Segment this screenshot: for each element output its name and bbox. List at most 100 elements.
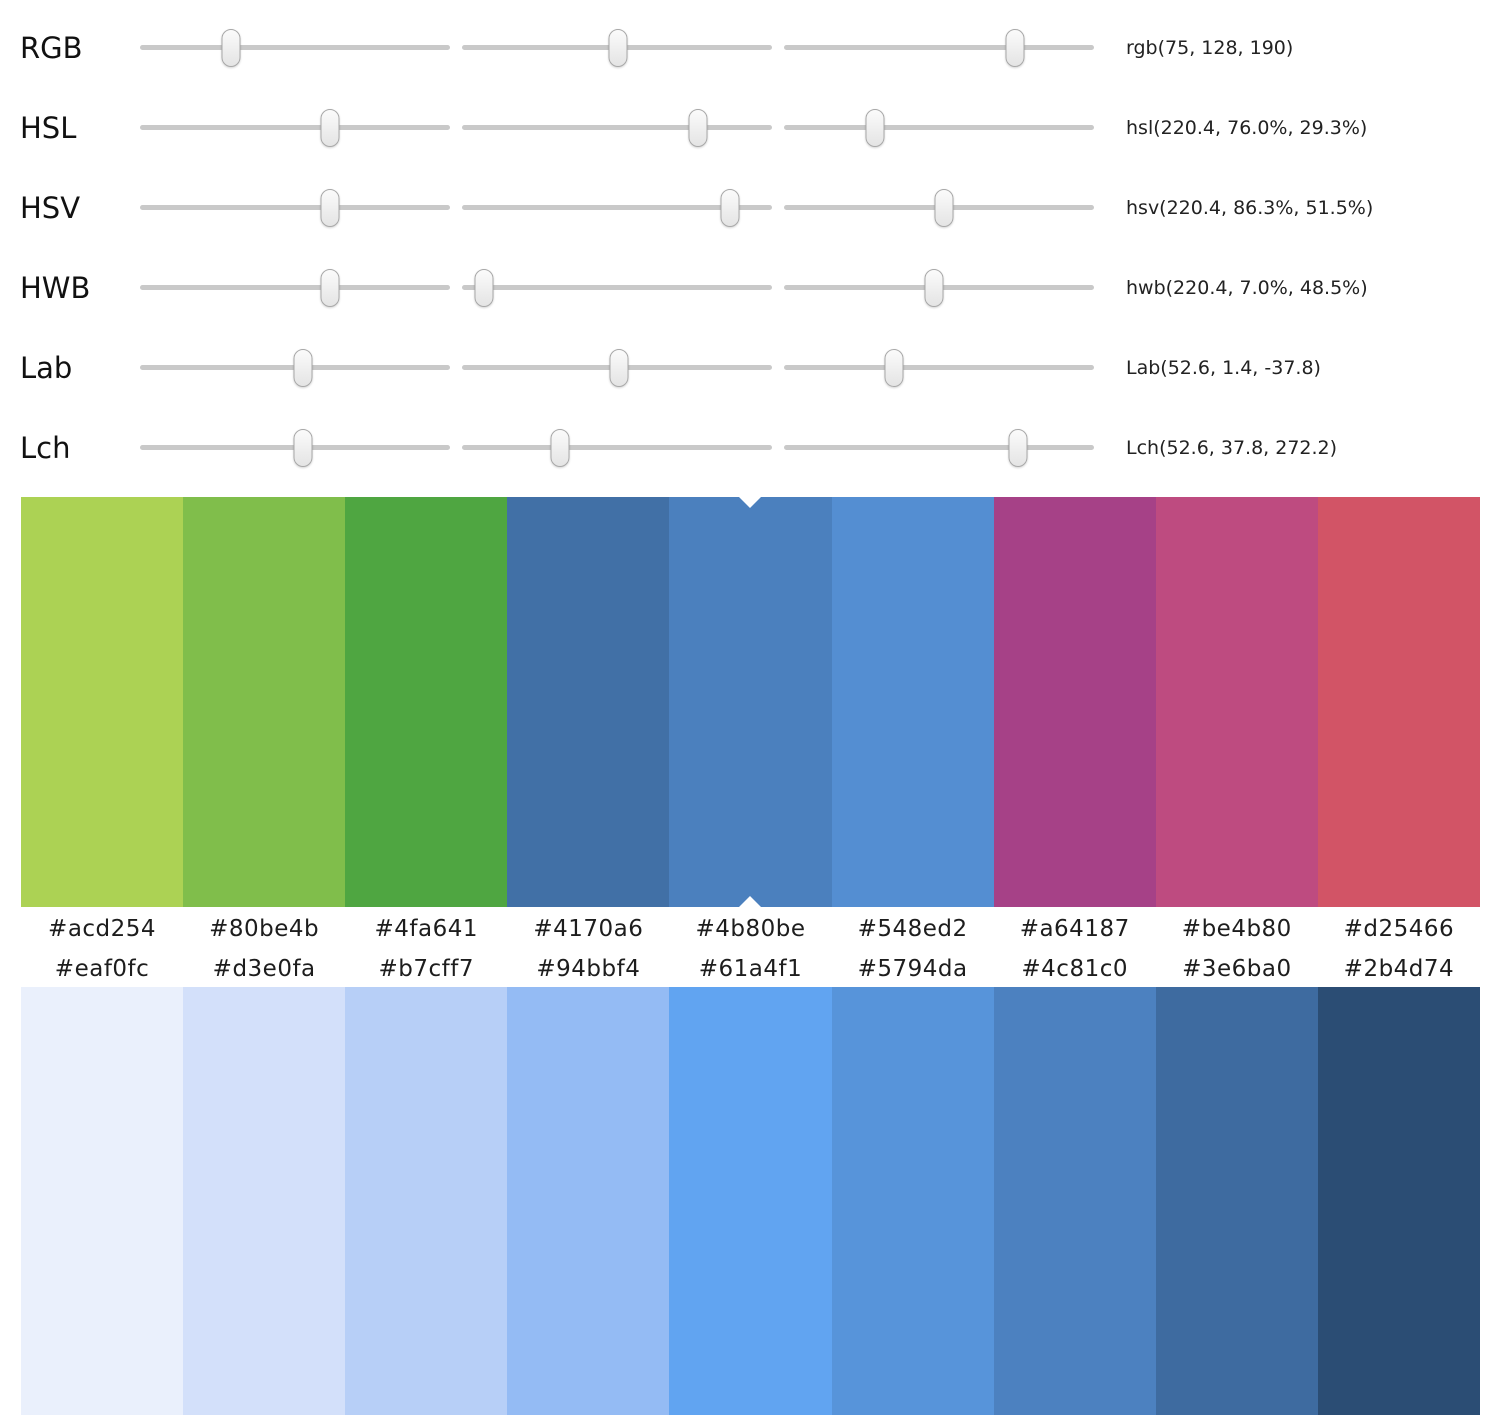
slider-track: [784, 365, 1094, 370]
slider-row-hsl: HSL hsl(220.4, 76.0%, 29.3%): [0, 88, 1501, 168]
slider-track: [784, 445, 1094, 450]
hsv-v-slider[interactable]: [784, 186, 1094, 230]
palette-swatch-active[interactable]: [669, 497, 832, 907]
lab-b-slider[interactable]: [784, 346, 1094, 390]
lab-l-slider[interactable]: [140, 346, 450, 390]
palette-swatch[interactable]: [507, 987, 670, 1415]
hex-label: #a64187: [1019, 916, 1130, 942]
slider-handle[interactable]: [865, 109, 885, 147]
colorspace-label-hsl: HSL: [20, 111, 77, 145]
rgb-g-slider[interactable]: [462, 26, 772, 70]
slider-track: [784, 45, 1094, 50]
hex-label: #5794da: [857, 956, 968, 982]
palette-swatch[interactable]: [1155, 987, 1318, 1415]
palette-swatch[interactable]: [831, 987, 994, 1415]
palette-swatch[interactable]: [21, 497, 184, 907]
slider-handle[interactable]: [550, 429, 570, 467]
hsl-s-slider[interactable]: [462, 106, 772, 150]
palette-swatch[interactable]: [993, 987, 1156, 1415]
slider-row-hwb: HWB hwb(220.4, 7.0%, 48.5%): [0, 248, 1501, 328]
rgb-b-slider[interactable]: [784, 26, 1094, 70]
hwb-b-slider[interactable]: [784, 266, 1094, 310]
rgb-r-slider[interactable]: [140, 26, 450, 70]
slider-handle[interactable]: [293, 429, 313, 467]
hsv-s-slider[interactable]: [462, 186, 772, 230]
lightness-palette: [21, 987, 1480, 1415]
slider-row-hsv: HSV hsv(220.4, 86.3%, 51.5%): [0, 168, 1501, 248]
colorspace-label-rgb: RGB: [20, 31, 83, 65]
hex-label: #548ed2: [857, 916, 968, 942]
hwb-h-slider[interactable]: [140, 266, 450, 310]
lightness-palette-labels: #eaf0fc #d3e0fa #b7cff7 #94bbf4 #61a4f1 …: [21, 951, 1480, 987]
hwb-value-text: hwb(220.4, 7.0%, 48.5%): [1126, 277, 1368, 299]
colorspace-label-hwb: HWB: [20, 271, 91, 305]
hsv-value-text: hsv(220.4, 86.3%, 51.5%): [1126, 197, 1374, 219]
slider-track: [462, 125, 772, 130]
slider-row-lch: Lch Lch(52.6, 37.8, 272.2): [0, 408, 1501, 488]
selection-marker-bottom-icon: [739, 896, 762, 907]
slider-handle[interactable]: [924, 269, 944, 307]
slider-track: [462, 445, 772, 450]
hex-label: #4fa641: [374, 916, 479, 942]
hex-label: #4170a6: [533, 916, 644, 942]
hex-label: #3e6ba0: [1182, 956, 1292, 982]
hex-label: #2b4d74: [1343, 956, 1455, 982]
slider-handle[interactable]: [688, 109, 708, 147]
colorspace-label-hsv: HSV: [20, 191, 81, 225]
palette-swatch[interactable]: [1317, 987, 1480, 1415]
hex-label: #d3e0fa: [212, 956, 316, 982]
palette-swatch[interactable]: [993, 497, 1156, 907]
slider-handle[interactable]: [293, 349, 313, 387]
slider-handle[interactable]: [609, 349, 629, 387]
slider-track: [462, 285, 772, 290]
slider-track: [462, 205, 772, 210]
slider-handle[interactable]: [884, 349, 904, 387]
slider-handle[interactable]: [934, 189, 954, 227]
slider-handle[interactable]: [720, 189, 740, 227]
palette-swatch[interactable]: [183, 987, 346, 1415]
palette-swatch[interactable]: [831, 497, 994, 907]
slider-handle[interactable]: [474, 269, 494, 307]
hwb-w-slider[interactable]: [462, 266, 772, 310]
slider-track: [784, 125, 1094, 130]
hex-label: #4c81c0: [1021, 956, 1129, 982]
rgb-value-text: rgb(75, 128, 190): [1126, 37, 1294, 59]
lch-l-slider[interactable]: [140, 426, 450, 470]
palette-swatch[interactable]: [1155, 497, 1318, 907]
palette-swatch[interactable]: [345, 497, 508, 907]
slider-handle[interactable]: [320, 109, 340, 147]
lch-h-slider[interactable]: [784, 426, 1094, 470]
slider-handle[interactable]: [1005, 29, 1025, 67]
slider-track: [140, 125, 450, 130]
slider-track: [140, 205, 450, 210]
lch-value-text: Lch(52.6, 37.8, 272.2): [1126, 437, 1338, 459]
hex-label: #be4b80: [1181, 916, 1292, 942]
slider-handle[interactable]: [608, 29, 628, 67]
slider-row-lab: Lab Lab(52.6, 1.4, -37.8): [0, 328, 1501, 408]
palette-swatch[interactable]: [21, 987, 184, 1415]
palette-swatch[interactable]: [669, 987, 832, 1415]
slider-handle[interactable]: [320, 189, 340, 227]
palette-swatch[interactable]: [183, 497, 346, 907]
lab-a-slider[interactable]: [462, 346, 772, 390]
hsl-l-slider[interactable]: [784, 106, 1094, 150]
slider-handle[interactable]: [320, 269, 340, 307]
slider-track: [140, 45, 450, 50]
hex-label: #94bbf4: [536, 956, 641, 982]
slider-handle[interactable]: [221, 29, 241, 67]
hex-label: #b7cff7: [378, 956, 475, 982]
colorspace-label-lch: Lch: [20, 431, 71, 465]
lch-c-slider[interactable]: [462, 426, 772, 470]
hue-palette-labels: #acd254 #80be4b #4fa641 #4170a6 #4b80be …: [21, 907, 1480, 951]
hex-label: #4b80be: [695, 916, 806, 942]
slider-row-rgb: RGB rgb(75, 128, 190): [0, 8, 1501, 88]
slider-handle[interactable]: [1008, 429, 1028, 467]
palette-swatch[interactable]: [1317, 497, 1480, 907]
slider-track: [140, 285, 450, 290]
palette-swatch[interactable]: [507, 497, 670, 907]
hue-palette: [21, 497, 1480, 907]
palette-swatch[interactable]: [345, 987, 508, 1415]
hex-label: #eaf0fc: [54, 956, 150, 982]
hsl-h-slider[interactable]: [140, 106, 450, 150]
hsv-h-slider[interactable]: [140, 186, 450, 230]
